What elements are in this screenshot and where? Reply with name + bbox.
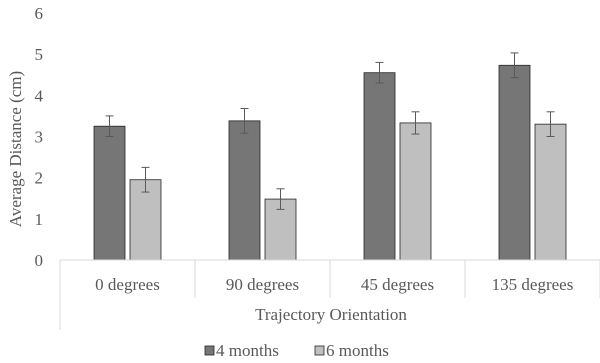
y-tick-label: 4: [35, 86, 44, 105]
bar-6-months-0: [129, 179, 162, 261]
y-tick-label: 1: [35, 210, 44, 229]
y-axis: 0 1 2 3 4 5 6: [35, 4, 44, 270]
bar-6-months-3: [534, 123, 567, 261]
plot-area: [93, 52, 567, 261]
bar-4-months-0: [93, 125, 126, 261]
x-tick-label: 90 degrees: [226, 275, 299, 294]
error-bar: [411, 111, 420, 135]
bar-6-months-2: [399, 122, 432, 261]
legend-item: 4 months: [204, 341, 279, 360]
error-bar: [276, 188, 285, 210]
error-bar: [510, 52, 519, 79]
y-axis-title: Average Distance (cm): [6, 71, 25, 227]
y-tick-label: 2: [35, 169, 44, 188]
legend: 4 months 6 months: [204, 341, 389, 360]
y-tick-label: 3: [35, 128, 44, 147]
x-tick-label: 135 degrees: [492, 275, 574, 294]
y-tick-label: 0: [35, 251, 44, 270]
error-bar: [546, 111, 555, 137]
bar-4-months-2: [363, 72, 396, 261]
y-tick-label: 6: [35, 4, 44, 23]
legend-item: 6 months: [314, 341, 389, 360]
x-tick-label: 45 degrees: [361, 275, 434, 294]
legend-swatch: [314, 345, 325, 356]
x-tick-label: 0 degrees: [95, 275, 160, 294]
legend-swatch: [204, 345, 215, 356]
error-bar: [141, 166, 150, 193]
legend-label: 4 months: [216, 341, 279, 360]
x-axis: 0 degrees 90 degrees 45 degrees 135 degrees: [59, 259, 600, 330]
bar-4-months-1: [228, 120, 261, 261]
error-bar: [240, 108, 249, 134]
x-axis-title: Trajectory Orientation: [255, 305, 407, 324]
y-tick-label: 5: [35, 45, 44, 64]
bar-4-months-3: [498, 64, 531, 261]
error-bar: [375, 61, 384, 84]
error-bar: [105, 115, 114, 137]
legend-label: 6 months: [326, 341, 389, 360]
